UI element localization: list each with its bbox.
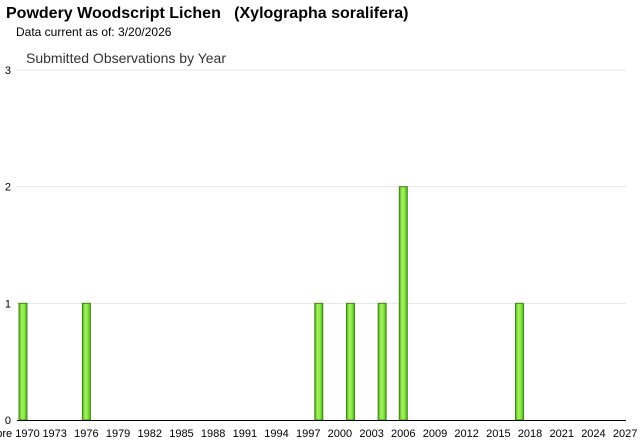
bar: 2006: 2 [398, 186, 408, 421]
y-tick-label: 2 [5, 182, 11, 194]
x-tick-label: 2003 [359, 428, 383, 440]
x-tick-label: 2021 [550, 428, 574, 440]
x-tick-label: 2006 [391, 428, 415, 440]
data-current-label: Data current as of: 3/20/2026 [16, 25, 172, 39]
x-tick-label: 2018 [518, 428, 542, 440]
y-tick-label: 1 [5, 298, 11, 310]
grid-layer [17, 69, 626, 304]
x-tick-label: 2015 [486, 428, 510, 440]
bar: 2001: 1 [345, 302, 355, 421]
y-tick-label: 0 [5, 415, 11, 427]
x-tick-label: 2009 [423, 428, 447, 440]
x-tick-label: 1973 [42, 428, 66, 440]
x-tick-label: 1982 [138, 428, 162, 440]
x-tick-label: 1985 [169, 428, 193, 440]
bar: 2004: 1 [377, 302, 387, 421]
bar: 1998: 1 [314, 302, 324, 421]
x-tick-label: 1976 [74, 428, 98, 440]
y-tick-label: 3 [5, 65, 11, 77]
bar: 2017: 1 [514, 302, 524, 421]
x-tick-label: pre 1970 [0, 428, 40, 440]
x-tick-label: 2024 [581, 428, 605, 440]
x-tick-label: 1994 [264, 428, 288, 440]
x-tick-label: 2012 [454, 428, 478, 440]
x-tick-label: 2000 [328, 428, 352, 440]
chart-title: Submitted Observations by Year [26, 50, 226, 66]
bar: pre 1970: 1 [18, 302, 28, 421]
axis-layer: 0 1 2 3 pre 1970 1973 1976 1979 1982 1985 1988 1991… [0, 65, 637, 440]
x-tick-label: 2027 [613, 428, 637, 440]
x-tick-label: 1988 [201, 428, 225, 440]
x-tick-label: 1997 [296, 428, 320, 440]
bar: 1976: 1 [81, 302, 91, 421]
page-title: Powdery Woodscript Lichen (Xylographa so… [6, 5, 409, 22]
x-tick-label: 1979 [106, 428, 130, 440]
x-tick-label: 1991 [233, 428, 257, 440]
